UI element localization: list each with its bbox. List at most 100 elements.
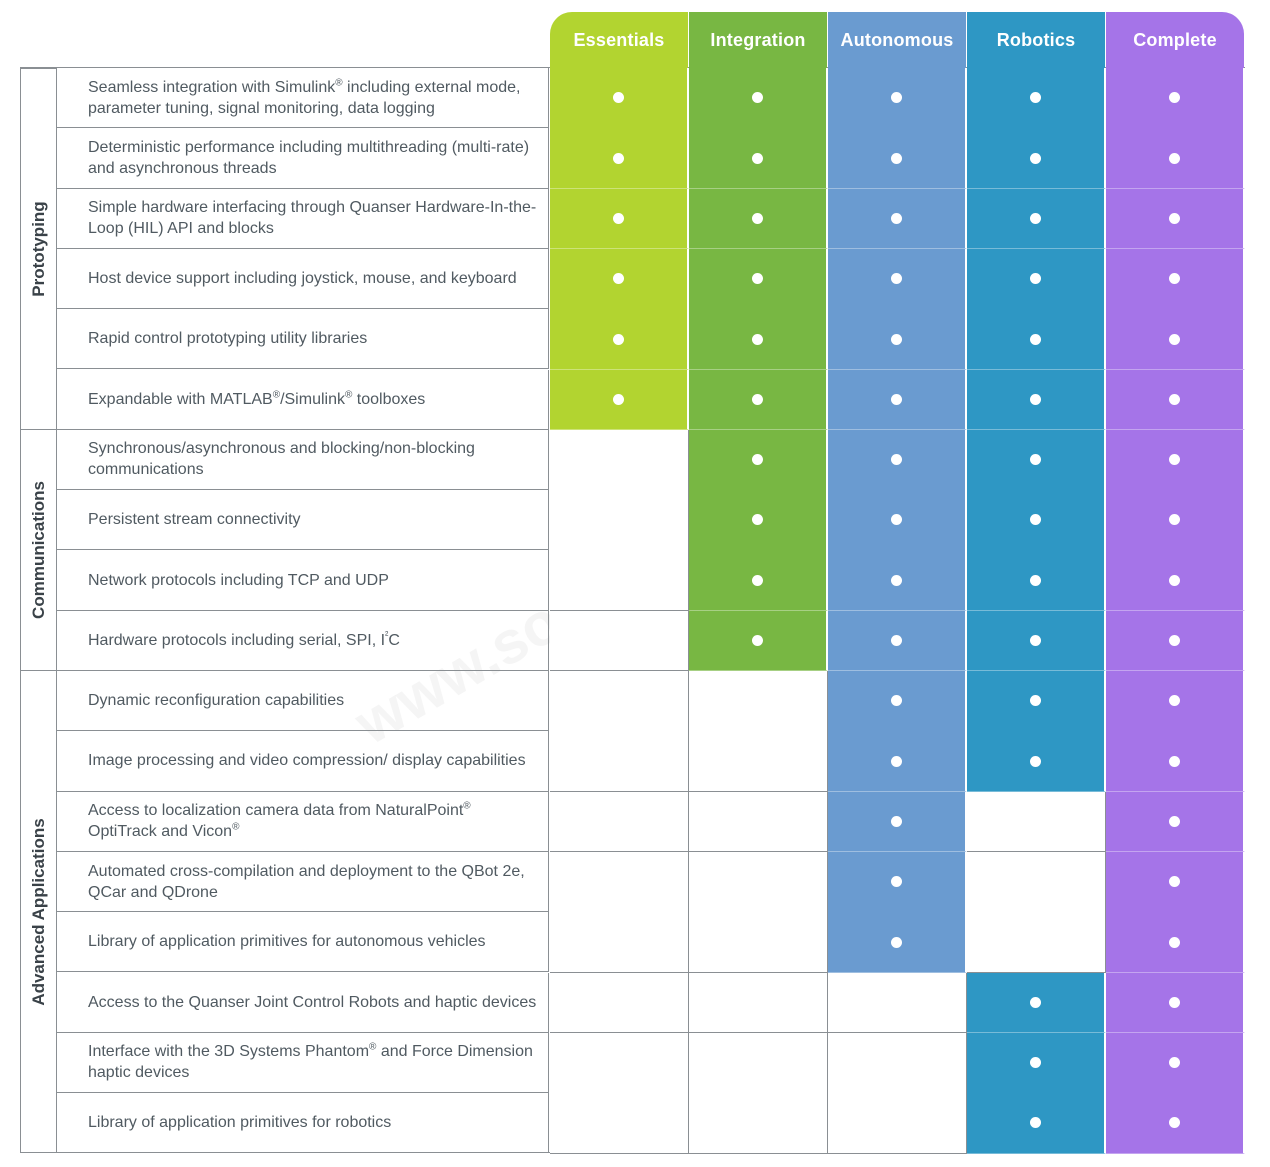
- included-dot-icon: [613, 393, 624, 405]
- included-dot-icon: [752, 454, 763, 466]
- included-dot-icon: [1169, 996, 1180, 1008]
- cell-robotics: [967, 309, 1106, 370]
- feature-label: Automated cross-compilation and deployme…: [57, 851, 549, 913]
- cell-integration: [689, 188, 828, 250]
- cell-autonomous: [828, 972, 967, 1034]
- cell-essentials: [550, 490, 689, 551]
- included-dot-icon: [752, 152, 763, 164]
- included-dot-icon: [891, 635, 902, 647]
- cell-essentials: [550, 309, 689, 370]
- cell-robotics: [967, 128, 1106, 190]
- cell-integration: [689, 912, 828, 973]
- feature-label: Synchronous/asynchronous and blocking/no…: [57, 429, 549, 491]
- included-dot-icon: [891, 815, 902, 827]
- cell-integration: [689, 369, 828, 431]
- cell-robotics: [967, 1093, 1106, 1154]
- included-dot-icon: [891, 212, 902, 224]
- cell-integration: [689, 68, 828, 129]
- included-dot-icon: [891, 393, 902, 405]
- cell-robotics: [967, 248, 1106, 310]
- feature-label: Rapid control prototyping utility librar…: [57, 309, 549, 370]
- cell-complete: [1106, 610, 1245, 672]
- included-dot-icon: [1169, 212, 1180, 224]
- section-title: Communications: [28, 480, 48, 619]
- cell-complete: [1106, 851, 1245, 913]
- cell-autonomous: [828, 128, 967, 190]
- section-label-communications: Communications: [20, 429, 57, 671]
- cell-essentials: [550, 851, 689, 913]
- included-dot-icon: [1030, 333, 1041, 345]
- included-dot-icon: [1169, 876, 1180, 888]
- cell-autonomous: [828, 912, 967, 973]
- cell-autonomous: [828, 731, 967, 793]
- feature-label: Expandable with MATLAB®/Simulink® toolbo…: [57, 369, 549, 430]
- feature-label: Library of application primitives for au…: [57, 912, 549, 973]
- cell-autonomous: [828, 490, 967, 551]
- included-dot-icon: [752, 333, 763, 345]
- cell-autonomous: [828, 1093, 967, 1154]
- feature-label: Hardware protocols including serial, SPI…: [57, 610, 549, 671]
- cell-integration: [689, 791, 828, 853]
- cell-robotics: [967, 1032, 1106, 1094]
- included-dot-icon: [891, 514, 902, 526]
- cell-complete: [1106, 68, 1245, 129]
- included-dot-icon: [1030, 996, 1041, 1008]
- cell-complete: [1106, 791, 1245, 853]
- column-header-integration: Integration: [689, 12, 827, 68]
- included-dot-icon: [613, 152, 624, 164]
- cell-robotics: [967, 68, 1106, 129]
- included-dot-icon: [613, 92, 624, 104]
- cell-autonomous: [828, 429, 967, 491]
- included-dot-icon: [1030, 273, 1041, 285]
- feature-label: Seamless integration with Simulink® incl…: [57, 68, 549, 129]
- cell-robotics: [967, 791, 1106, 853]
- cell-essentials: [550, 1093, 689, 1154]
- cell-essentials: [550, 429, 689, 491]
- included-dot-icon: [1169, 1117, 1180, 1129]
- included-dot-icon: [1030, 212, 1041, 224]
- feature-label: Access to localization camera data from …: [57, 791, 549, 852]
- cell-autonomous: [828, 851, 967, 913]
- included-dot-icon: [752, 393, 763, 405]
- included-dot-icon: [1169, 273, 1180, 285]
- feature-label: Deterministic performance including mult…: [57, 128, 549, 189]
- cell-essentials: [550, 972, 689, 1034]
- cell-autonomous: [828, 309, 967, 370]
- cell-essentials: [550, 128, 689, 190]
- cell-integration: [689, 490, 828, 551]
- included-dot-icon: [1030, 574, 1041, 586]
- included-dot-icon: [752, 273, 763, 285]
- included-dot-icon: [1030, 695, 1041, 707]
- feature-label: Library of application primitives for ro…: [57, 1093, 549, 1154]
- cell-complete: [1106, 429, 1245, 491]
- cell-integration: [689, 248, 828, 310]
- cell-integration: [689, 429, 828, 491]
- included-dot-icon: [1030, 1057, 1041, 1069]
- cell-robotics: [967, 610, 1106, 672]
- cell-essentials: [550, 248, 689, 310]
- included-dot-icon: [891, 695, 902, 707]
- cell-complete: [1106, 128, 1245, 190]
- cell-robotics: [967, 369, 1106, 431]
- cell-integration: [689, 972, 828, 1034]
- cell-complete: [1106, 972, 1245, 1034]
- included-dot-icon: [891, 755, 902, 767]
- cell-complete: [1106, 309, 1245, 370]
- cell-complete: [1106, 671, 1245, 732]
- included-dot-icon: [891, 273, 902, 285]
- cell-robotics: [967, 851, 1106, 913]
- included-dot-icon: [1169, 815, 1180, 827]
- included-dot-icon: [752, 574, 763, 586]
- included-dot-icon: [891, 574, 902, 586]
- column-header-essentials: Essentials: [550, 12, 688, 68]
- included-dot-icon: [1169, 92, 1180, 104]
- included-dot-icon: [1169, 936, 1180, 948]
- cell-autonomous: [828, 610, 967, 672]
- cell-autonomous: [828, 369, 967, 431]
- cell-robotics: [967, 912, 1106, 973]
- included-dot-icon: [752, 92, 763, 104]
- cell-essentials: [550, 188, 689, 250]
- included-dot-icon: [1169, 333, 1180, 345]
- included-dot-icon: [1169, 695, 1180, 707]
